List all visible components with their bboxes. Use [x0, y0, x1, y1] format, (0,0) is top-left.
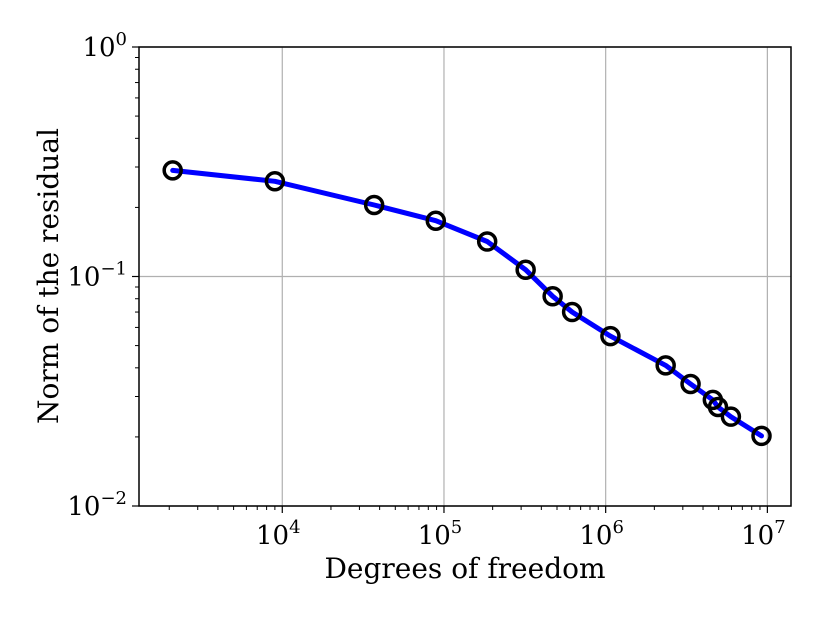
data-point-marker [425, 210, 447, 231]
data-point-marker [655, 355, 676, 376]
data-point-marker [363, 194, 385, 216]
data-point-marker [542, 286, 563, 307]
x-tick-label: 106 [579, 517, 624, 551]
tick-labels: 104 105 106 107 100 10−1 10−2 [67, 29, 785, 551]
data-point-marker [476, 231, 498, 252]
series-layer [162, 160, 772, 447]
data-point-marker [515, 259, 536, 281]
x-tick-label: 104 [256, 517, 301, 551]
x-tick-label: 105 [418, 517, 463, 551]
data-point-marker [751, 425, 772, 447]
series-line [170, 167, 764, 439]
grid-lines [139, 46, 791, 507]
x-tick-label: 107 [741, 517, 786, 551]
data-point-marker [720, 406, 742, 427]
data-point-marker [680, 373, 701, 395]
data-point-marker [162, 160, 183, 181]
data-point-marker [600, 325, 621, 347]
x-axis-label: Degrees of freedom [324, 552, 605, 585]
y-axis-label: Norm of the residual [32, 128, 65, 424]
data-point-marker [707, 396, 729, 418]
y-tick-label: 10−2 [67, 488, 127, 522]
tick-marks [132, 46, 768, 513]
data-point-marker [561, 301, 583, 323]
data-point-marker [264, 171, 286, 192]
y-tick-label: 100 [82, 29, 127, 63]
y-tick-label: 10−1 [67, 259, 127, 293]
